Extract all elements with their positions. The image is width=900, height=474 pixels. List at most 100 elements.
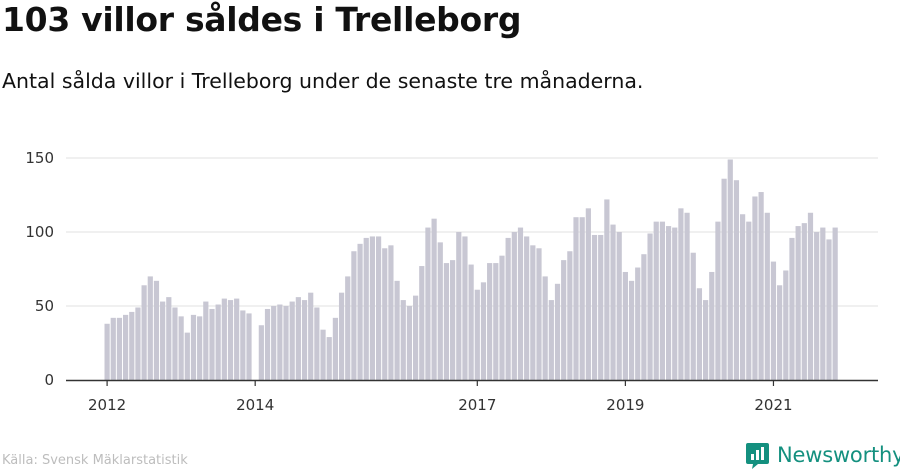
bar (567, 251, 573, 380)
bar (215, 304, 221, 380)
bar (493, 263, 499, 380)
x-axis (66, 379, 878, 386)
bar (450, 260, 456, 380)
x-tick-label: 2014 (236, 396, 274, 414)
bar (573, 217, 579, 380)
bar (443, 263, 450, 380)
bar (425, 227, 431, 380)
bar (166, 297, 172, 380)
bar (419, 266, 425, 380)
bar (104, 323, 110, 380)
bar (147, 276, 153, 380)
y-tick-label: 0 (44, 371, 54, 389)
bar (283, 306, 289, 380)
bar (579, 217, 585, 380)
bar (777, 285, 783, 380)
y-tick-label: 50 (35, 297, 54, 315)
bar (320, 329, 326, 380)
bar (153, 280, 160, 380)
bar (536, 248, 542, 380)
bar (826, 239, 832, 380)
brand-name: Newsworthy (777, 443, 900, 467)
bar (505, 237, 511, 380)
bar (801, 223, 807, 380)
bar (783, 270, 789, 380)
bar (610, 224, 616, 380)
bar (277, 304, 283, 380)
x-tick-label: 2017 (458, 396, 496, 414)
bar (807, 212, 814, 380)
bar (499, 255, 505, 380)
newsworthy-logo-icon (746, 443, 769, 469)
bar (665, 226, 672, 380)
bar (487, 263, 493, 380)
bar (820, 227, 826, 380)
chart-title: 103 villor såldes i Trelleborg (2, 0, 522, 39)
bar (474, 289, 480, 380)
bar-chart: 0 50 100 150 2012 2014 2017 2019 2021 103 (25, 0, 878, 414)
bar (561, 260, 567, 380)
bar (740, 214, 746, 380)
bar (141, 285, 147, 380)
bar (832, 227, 838, 380)
bars (104, 159, 838, 380)
bar (709, 271, 715, 380)
bar (715, 221, 721, 380)
bar (511, 232, 517, 380)
bar (659, 221, 665, 380)
bar (770, 261, 777, 380)
bar (172, 307, 178, 380)
bar (314, 307, 320, 380)
bar (548, 300, 554, 380)
x-tick-label: 2021 (754, 396, 792, 414)
bar (591, 234, 598, 380)
bar (375, 236, 382, 380)
bar (437, 242, 443, 380)
bar (197, 316, 203, 380)
bar (431, 218, 437, 380)
bar (696, 288, 703, 380)
bar (480, 282, 487, 380)
bar (530, 245, 536, 380)
bar (690, 252, 696, 380)
bar (178, 316, 184, 380)
bar (752, 196, 758, 380)
bar (209, 308, 215, 380)
bar (227, 300, 234, 380)
bar (116, 317, 123, 380)
bar (394, 280, 400, 380)
data-label: 103 (826, 0, 857, 4)
bar (647, 233, 653, 380)
bar (363, 237, 369, 380)
bar (295, 297, 301, 380)
bar (678, 208, 684, 380)
bar (129, 311, 135, 380)
bar (672, 227, 678, 380)
bar (271, 306, 277, 380)
bar (308, 292, 314, 380)
bar (400, 300, 406, 380)
bar (462, 236, 468, 380)
bar (382, 248, 388, 380)
bar (221, 298, 227, 380)
bar (289, 301, 295, 380)
bar (641, 254, 647, 380)
bar (345, 276, 351, 380)
bar (203, 301, 209, 380)
brand-logo: Newsworthy (745, 441, 900, 469)
bar (733, 180, 740, 380)
bar (332, 317, 338, 380)
bar (135, 307, 141, 380)
bar (369, 236, 376, 380)
bar (406, 306, 413, 380)
bar (326, 337, 332, 380)
bar (246, 313, 252, 380)
bar (764, 212, 770, 380)
bar (554, 283, 561, 380)
bar (184, 332, 190, 380)
bar (653, 221, 659, 380)
bar (234, 298, 240, 380)
bar (524, 236, 530, 380)
x-tick-label: 2012 (88, 396, 126, 414)
bar (190, 314, 197, 380)
